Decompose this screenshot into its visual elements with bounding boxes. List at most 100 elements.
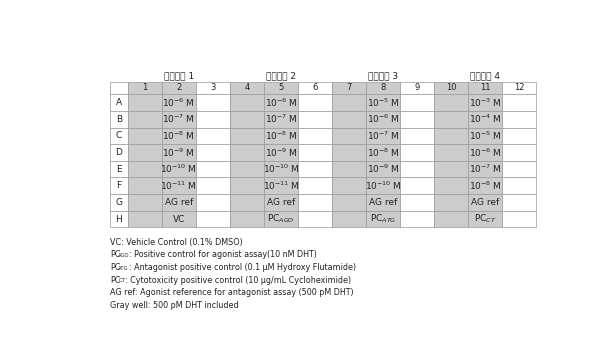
Bar [502,211,536,227]
Bar [110,194,128,211]
Bar [366,177,400,194]
Bar [400,128,434,144]
Bar [366,111,400,128]
Bar [502,161,536,177]
Bar [400,211,434,227]
Text: AG ref: AG ref [369,198,397,207]
Bar [502,144,536,161]
Text: H: H [115,214,122,223]
Text: AG ref: AG ref [267,198,295,207]
Bar [298,94,332,111]
Text: $10^{-8}$ M: $10^{-8}$ M [162,130,195,142]
Bar [400,111,434,128]
Bar [264,194,298,211]
Bar [196,81,230,94]
Bar [502,128,536,144]
Text: VC: Vehicle Control (0.1% DMSO): VC: Vehicle Control (0.1% DMSO) [110,238,243,247]
Bar [162,128,196,144]
Bar [298,111,332,128]
Bar [128,144,162,161]
Text: : Antagonist positive control (0.1 μM Hydroxy Flutamide): : Antagonist positive control (0.1 μM Hy… [129,263,356,272]
Text: AGO: AGO [118,253,130,258]
Bar [196,211,230,227]
Bar [128,81,162,94]
Text: C: C [116,131,122,140]
Text: $10^{-8}$ M: $10^{-8}$ M [367,146,400,159]
Text: $10^{-9}$ M: $10^{-9}$ M [264,146,297,159]
Bar [110,211,128,227]
Text: 3: 3 [210,84,216,92]
Text: $10^{-3}$ M: $10^{-3}$ M [469,97,502,109]
Text: G: G [115,198,123,207]
Bar [196,161,230,177]
Text: $10^{-8}$ M: $10^{-8}$ M [469,180,502,192]
Bar [298,177,332,194]
Bar [128,111,162,128]
Bar [298,211,332,227]
Text: ATG: ATG [118,266,129,271]
Bar [400,144,434,161]
Bar [264,94,298,111]
Text: PC: PC [110,250,120,260]
Bar [298,144,332,161]
Bar [434,81,468,94]
Bar [230,81,264,94]
Text: PC$_{CT}$: PC$_{CT}$ [474,213,496,225]
Bar [468,111,502,128]
Text: : Cytotoxicity positive control (10 μg/mL Cycloheximide): : Cytotoxicity positive control (10 μg/m… [126,276,352,285]
Bar [298,81,332,94]
Text: PC$_{ATG}$: PC$_{ATG}$ [370,213,396,225]
Text: D: D [115,148,123,157]
Bar [110,144,128,161]
Bar [162,94,196,111]
Bar [110,81,128,94]
Bar [110,111,128,128]
Bar [298,161,332,177]
Bar [332,211,366,227]
Text: 2: 2 [176,84,182,92]
Bar [196,111,230,128]
Text: $10^{-8}$ M: $10^{-8}$ M [264,130,297,142]
Bar [434,211,468,227]
Bar [110,128,128,144]
Bar [230,94,264,111]
Text: CT: CT [118,278,126,283]
Text: 시험물질 3: 시험물질 3 [368,71,398,80]
Bar [264,81,298,94]
Bar [502,111,536,128]
Text: $10^{-10}$ M: $10^{-10}$ M [263,163,299,175]
Text: $10^{-7}$ M: $10^{-7}$ M [162,113,195,125]
Bar [298,128,332,144]
Text: 6: 6 [313,84,318,92]
Bar [110,94,128,111]
Text: $10^{-11}$ M: $10^{-11}$ M [160,180,197,192]
Bar [230,144,264,161]
Text: $10^{-7}$ M: $10^{-7}$ M [264,113,297,125]
Text: $10^{-5}$ M: $10^{-5}$ M [469,130,502,142]
Bar [230,128,264,144]
Text: PC: PC [110,276,120,285]
Bar [400,177,434,194]
Bar [434,177,468,194]
Bar [400,94,434,111]
Bar [502,194,536,211]
Bar [298,194,332,211]
Bar [332,128,366,144]
Bar [502,81,536,94]
Text: E: E [116,165,122,174]
Bar [366,194,400,211]
Bar [434,128,468,144]
Bar [162,81,196,94]
Bar [434,194,468,211]
Text: 시험물질 2: 시험물질 2 [266,71,296,80]
Bar [400,161,434,177]
Text: 12: 12 [514,84,525,92]
Text: 시험물질 1: 시험물질 1 [163,71,194,80]
Bar [162,144,196,161]
Text: PC$_{AGO}$: PC$_{AGO}$ [267,213,295,225]
Bar [332,177,366,194]
Text: A: A [116,98,122,107]
Bar [434,111,468,128]
Bar [230,211,264,227]
Text: $10^{-6}$ M: $10^{-6}$ M [469,146,502,159]
